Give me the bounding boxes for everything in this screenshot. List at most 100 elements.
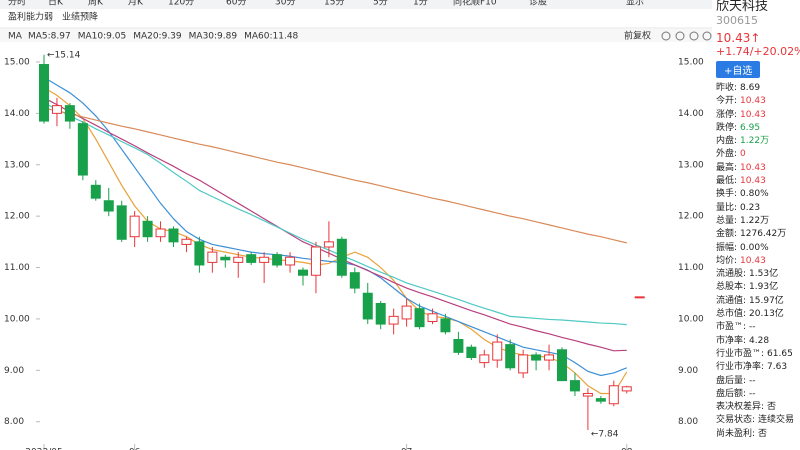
y-tick-label-right: 12.00	[678, 212, 704, 222]
candle-body	[466, 346, 477, 358]
candle-body	[621, 386, 632, 392]
x-tick-label: 2023/05	[25, 448, 62, 450]
row-label: 市净率:	[716, 335, 747, 346]
tab[interactable]: 同花顺F10	[453, 0, 497, 8]
watch-button[interactable]: +自选	[716, 61, 761, 78]
row-label: 总市值:	[716, 309, 747, 320]
row-value: 1.22万	[740, 215, 770, 226]
indicator[interactable]: MA	[8, 32, 23, 42]
tab[interactable]: 周K	[88, 0, 104, 8]
tab[interactable]: 1分	[413, 0, 428, 8]
quote-row: 涨停: 10.43	[716, 109, 800, 122]
quote-row: 最低: 10.43	[716, 175, 800, 188]
quote-row: 尚未盈利: 否	[716, 428, 800, 441]
y-tick-label: 10.00	[4, 314, 30, 324]
row-label: 最低:	[716, 176, 738, 187]
candle-body	[298, 269, 308, 276]
tab[interactable]: 显示	[626, 0, 644, 8]
y-tick-label: 11.00	[4, 263, 30, 273]
tab[interactable]: 30分	[275, 0, 295, 8]
candle-body	[375, 303, 386, 325]
quote-row: 流通值: 15.97亿	[716, 295, 800, 308]
tab[interactable]: 15分	[324, 0, 344, 8]
quote-row: 振幅: 0.00%	[716, 242, 800, 255]
candle-body	[310, 246, 321, 276]
x-tick-label: 07	[401, 448, 412, 450]
x-tick-label: 06	[129, 448, 141, 450]
quote-row: 均价: 10.43	[716, 255, 800, 268]
row-value: 61.65	[767, 348, 793, 359]
tab[interactable]: 5分	[373, 0, 388, 8]
quote-row: 行业市净率: 7.63	[716, 361, 800, 374]
candle-body	[557, 349, 567, 382]
row-value: --	[749, 375, 756, 386]
row-label: 市盈™:	[716, 322, 747, 333]
candle-body	[479, 354, 490, 364]
candle-body	[103, 200, 114, 212]
tab[interactable]: 日K	[48, 0, 64, 8]
legend-entry: MA60:11.48	[244, 32, 298, 42]
candle-body	[401, 305, 412, 320]
quote-row: 量比: 0.23	[716, 202, 800, 215]
quote-row: 盘后量: --	[716, 375, 800, 388]
row-label: 盘后额:	[716, 388, 747, 399]
candle-body	[194, 241, 205, 266]
high-annotation: ←15.14	[47, 50, 81, 60]
candle-body	[220, 256, 231, 261]
stock-code: 300615	[716, 14, 758, 27]
quote-row: 昨收: 8.69	[716, 82, 800, 95]
row-value: 7.63	[767, 362, 788, 373]
toolbar-icons	[661, 31, 712, 41]
row-label: 外盘:	[716, 149, 738, 160]
tab[interactable]: 诊股	[529, 0, 547, 8]
legend-entry: MA10:9.05	[78, 32, 126, 42]
row-value: 否	[758, 428, 768, 439]
row-value: 1.93亿	[749, 282, 779, 293]
tag[interactable]: 盈利能力弱	[8, 11, 53, 23]
quote-row: 流通股: 1.53亿	[716, 268, 800, 281]
row-label: 振幅:	[716, 242, 738, 253]
adjust[interactable]: 前复权	[624, 30, 651, 42]
x-tick-label: 08	[621, 448, 633, 450]
row-label: 跌停:	[716, 122, 738, 133]
quote-row: 行业市盈™: 61.65	[716, 348, 800, 361]
tag[interactable]: 业绩预降	[62, 11, 98, 23]
row-label: 总量:	[716, 215, 738, 226]
quote-rows: 昨收: 8.69 今开: 10.43 涨停: 10.43 跌停: 6.95 内盘: 1.22万 外盘…	[716, 82, 800, 441]
candle-body	[608, 385, 619, 405]
quote-row: 市净率: 4.28	[716, 335, 800, 348]
ma-line	[43, 87, 628, 395]
row-value: --	[749, 388, 756, 399]
tab-bar	[0, 0, 712, 9]
row-value: --	[749, 322, 756, 333]
tab[interactable]: 60分	[226, 0, 246, 8]
candle-body	[453, 338, 464, 353]
row-label: 今开:	[716, 96, 738, 107]
ma-line	[43, 76, 627, 377]
tab[interactable]: 分时	[8, 0, 26, 8]
row-value: 0.80%	[740, 189, 769, 200]
candle-body	[440, 318, 451, 333]
candle-body	[246, 254, 257, 263]
candle-body	[233, 256, 244, 263]
row-value: 1.53亿	[749, 269, 779, 280]
candle-body	[285, 256, 296, 266]
quote-row: 金额: 1276.42万	[716, 228, 800, 241]
row-label: 流通股:	[716, 269, 747, 280]
candle-body	[116, 205, 127, 240]
tab[interactable]: 120分	[168, 0, 194, 8]
row-value: 0.00%	[740, 242, 769, 253]
candle-body	[51, 105, 62, 114]
quote-row: 最高: 10.43	[716, 162, 800, 175]
y-tick-label-right: 10.00	[678, 314, 704, 324]
tab[interactable]: 月K	[128, 0, 144, 8]
row-label: 盘后量:	[716, 375, 747, 386]
candle-body	[207, 251, 218, 263]
row-value: 8.69	[740, 83, 761, 93]
y-tick-label-right: 11.00	[678, 263, 704, 273]
candle-body	[505, 344, 516, 369]
toolbar	[0, 29, 712, 42]
y-tick-label-right: 13.00	[678, 160, 704, 170]
quote-row: 今开: 10.43	[716, 95, 800, 108]
